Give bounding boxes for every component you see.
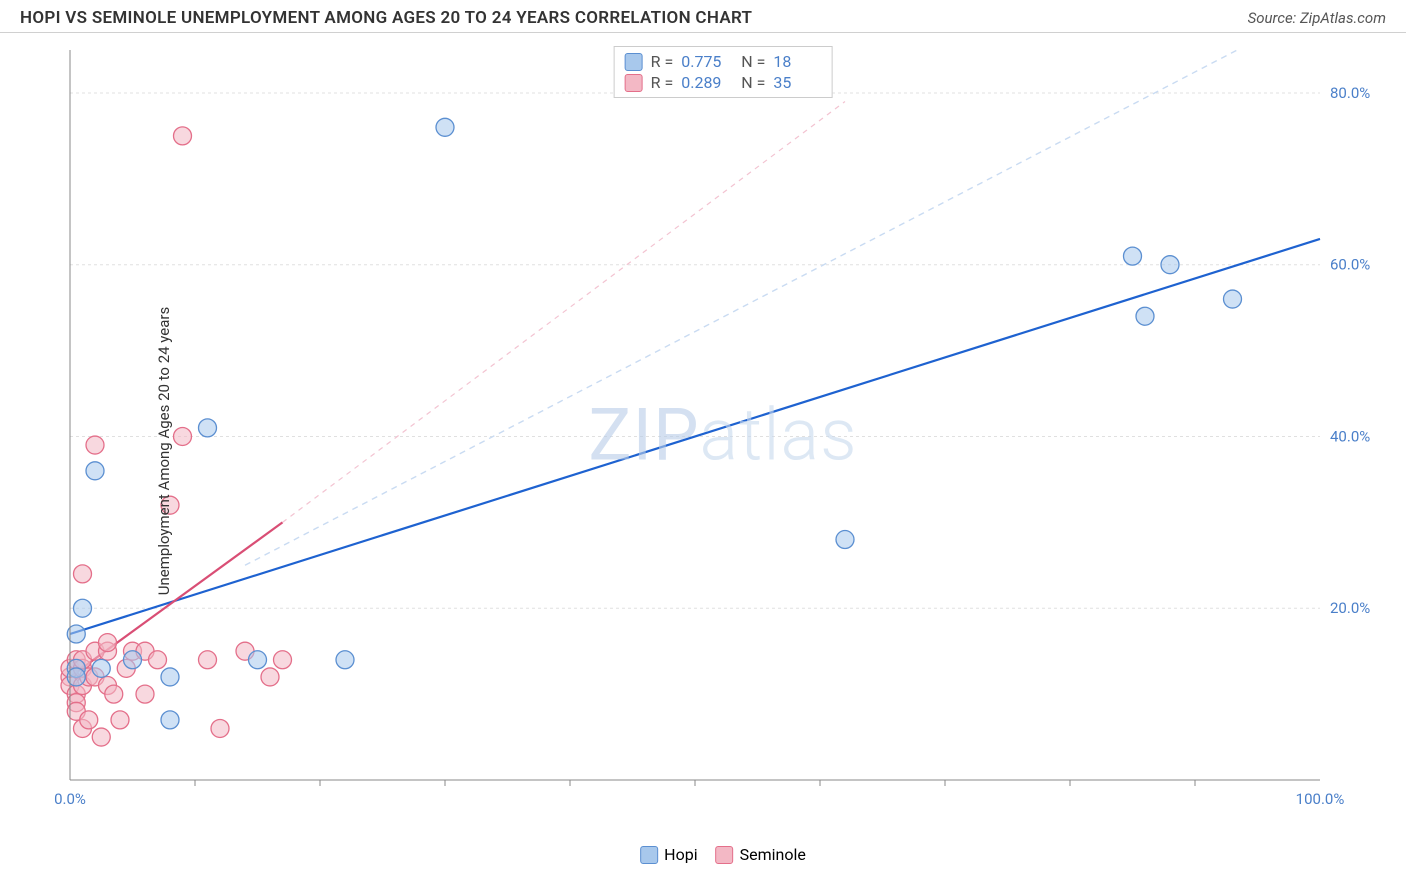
stat-n-seminole: 35 [773, 73, 821, 92]
chart-container: Unemployment Among Ages 20 to 24 years Z… [50, 40, 1396, 862]
stats-row-seminole: R = 0.289 N = 35 [625, 72, 822, 93]
series-legend: Hopi Seminole [640, 845, 806, 864]
stat-label-n: N = [737, 52, 765, 71]
stat-r-hopi: 0.775 [681, 52, 729, 71]
stat-label-n: N = [737, 73, 765, 92]
svg-text:0.0%: 0.0% [54, 790, 86, 808]
chart-title: HOPI VS SEMINOLE UNEMPLOYMENT AMONG AGES… [20, 8, 752, 28]
stat-r-seminole: 0.289 [681, 73, 729, 92]
svg-text:100.0%: 100.0% [1296, 790, 1345, 808]
svg-text:80.0%: 80.0% [1330, 84, 1370, 102]
chart-source: Source: ZipAtlas.com [1248, 9, 1386, 27]
legend-swatch-hopi [640, 846, 658, 864]
svg-text:60.0%: 60.0% [1330, 256, 1370, 274]
stat-label-r: R = [651, 73, 674, 92]
legend-item-seminole: Seminole [716, 845, 806, 864]
stats-row-hopi: R = 0.775 N = 18 [625, 51, 822, 72]
legend-swatch-seminole [716, 846, 734, 864]
swatch-hopi [625, 53, 643, 71]
legend-label-hopi: Hopi [664, 845, 697, 864]
y-axis-label: Unemployment Among Ages 20 to 24 years [155, 307, 173, 595]
scatter-chart: 20.0% 40.0% 60.0% 80.0% 0.0% 100.0% [50, 40, 1370, 820]
legend-label-seminole: Seminole [740, 845, 806, 864]
legend-item-hopi: Hopi [640, 845, 697, 864]
swatch-seminole [625, 74, 643, 92]
svg-text:20.0%: 20.0% [1330, 599, 1370, 617]
chart-header: HOPI VS SEMINOLE UNEMPLOYMENT AMONG AGES… [0, 0, 1406, 33]
stats-legend: R = 0.775 N = 18 R = 0.289 N = 35 [614, 46, 833, 98]
stat-n-hopi: 18 [773, 52, 821, 71]
stat-label-r: R = [651, 52, 674, 71]
svg-text:40.0%: 40.0% [1330, 427, 1370, 445]
